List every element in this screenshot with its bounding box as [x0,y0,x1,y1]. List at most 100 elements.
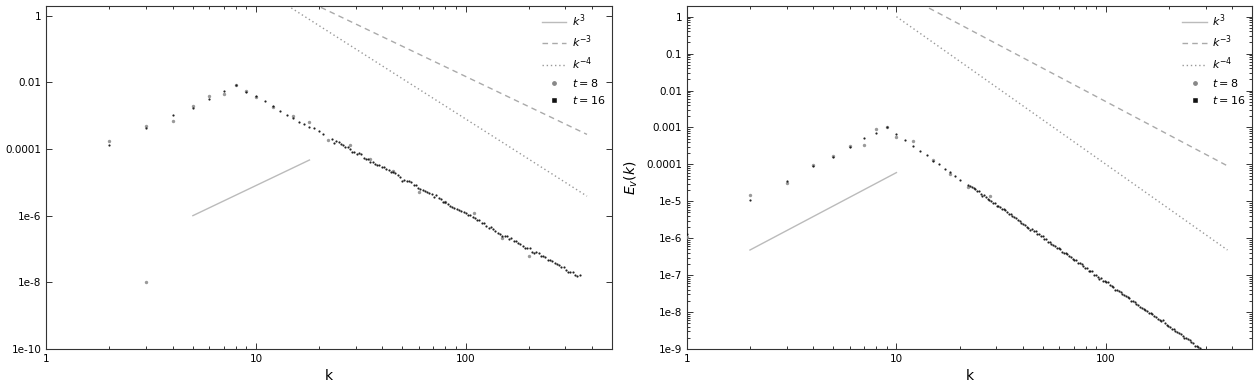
Point [1091,275,1111,282]
Point [1156,321,1176,328]
Point [440,203,460,209]
Point [478,225,498,231]
Point [562,269,582,275]
Point [322,136,342,142]
Point [1076,265,1096,271]
Point [526,249,546,255]
Point [455,210,476,216]
Point [472,220,492,226]
Point [467,217,487,224]
Point [965,186,985,192]
Point [382,168,403,175]
Point [337,144,357,150]
Point [333,142,353,149]
Point [309,128,330,134]
Point [554,264,574,270]
Point [1048,245,1068,251]
Point [263,103,283,110]
Point [967,187,988,194]
Point [840,144,860,151]
Point [1000,211,1020,217]
Point [429,195,449,202]
Point [508,240,528,246]
Point [1211,360,1232,366]
Point [567,273,587,279]
Point [740,192,760,198]
Point [1194,347,1214,353]
Point [969,188,989,194]
Point [536,254,556,261]
Point [740,197,760,203]
Point [1004,214,1024,221]
Point [454,209,474,215]
Point [360,156,380,163]
Point [1016,224,1037,230]
Point [340,142,360,148]
Point [1057,251,1077,258]
Point [991,206,1011,212]
Point [136,123,156,129]
Point [474,220,494,226]
Point [1125,299,1145,305]
Point [1077,265,1097,272]
Point [1177,336,1198,342]
Point [1144,313,1164,319]
Point [677,230,697,237]
Point [551,264,571,270]
Point [452,208,472,214]
Point [385,170,405,177]
Point [1215,363,1235,369]
Point [1121,298,1141,304]
Point [1154,317,1174,323]
Point [365,161,385,167]
Point [998,209,1018,216]
Point [1167,329,1188,335]
Point [866,125,886,131]
Point [1195,350,1215,356]
Point [1033,233,1053,240]
Point [342,149,362,155]
Point [950,176,970,182]
Point [283,115,303,121]
Point [353,154,374,161]
Point [974,192,994,198]
Point [288,119,308,125]
Point [961,184,981,190]
Point [1028,231,1048,237]
Point [1011,220,1032,226]
Point [294,120,314,126]
Point [396,178,416,184]
Point [1043,242,1063,249]
Point [995,207,1015,214]
Point [469,217,489,223]
Point [1106,286,1126,293]
Point [506,237,526,244]
Point [1068,259,1088,266]
Point [1008,217,1028,223]
Point [1171,331,1191,338]
Point [449,207,469,213]
Point [1089,276,1110,282]
Point [347,151,367,157]
Point [1039,239,1059,245]
Point [1037,236,1057,242]
Point [1103,284,1123,290]
Point [409,189,429,195]
Point [547,261,567,267]
Point [1216,363,1237,369]
Point [1108,288,1128,294]
Point [1045,243,1066,249]
Point [1063,256,1083,262]
Point [1220,367,1240,373]
Point [99,142,120,148]
Point [1096,279,1116,285]
Point [413,187,433,193]
Point [1193,347,1213,353]
Point [444,205,464,211]
Point [304,125,325,131]
Point [1094,278,1115,284]
Point [1052,249,1072,255]
Point [299,124,320,130]
Point [1130,304,1150,310]
Point [447,206,467,212]
